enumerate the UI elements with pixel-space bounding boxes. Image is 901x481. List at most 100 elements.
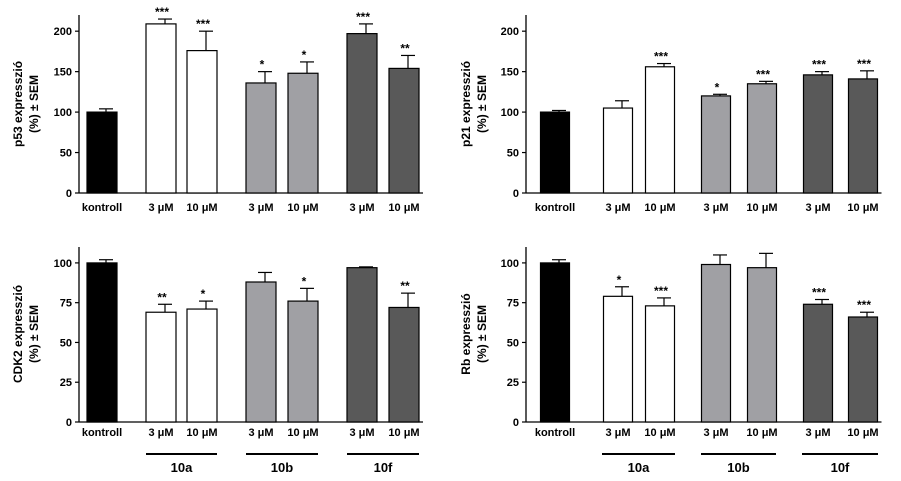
category-label: 10 μM [746,202,777,214]
y-tick-label: 75 [507,298,519,310]
significance-label: *** [155,5,169,19]
significance-label: * [201,287,206,301]
bar-10b [700,95,732,194]
y-axis-label: CDK2 expresszió (%) ± SEM [11,285,41,383]
significance-label: *** [654,50,668,64]
category-label: 10 μM [186,202,217,214]
group-label: 10f [831,460,850,475]
bar-kontroll [539,262,571,423]
y-tick-label: 50 [507,337,519,349]
y-tick-label: 25 [60,377,72,389]
y-axis-label-line-2: (%) ± SEM [475,305,489,363]
category-label: 3 μM [703,427,728,439]
bar-10a [602,107,634,194]
group-label: 10a [171,460,193,475]
y-tick-label: 150 [54,67,72,79]
category-label: 10 μM [287,427,318,439]
category-label: 3 μM [248,202,273,214]
significance-label: * [302,274,307,288]
category-label: 3 μM [248,427,273,439]
bar-10a [145,23,177,194]
group-labels-1: 10a 10b 10f [146,453,419,475]
y-axis-label-line-2: (%) ± SEM [27,75,41,133]
y-axis-label: p53 expresszió (%) ± SEM [11,61,41,147]
bar-10b [746,267,778,423]
y-tick-label: 200 [501,26,519,38]
significance-label: ** [400,41,410,55]
category-label: 10 μM [644,202,675,214]
bar-10f [847,78,879,194]
bar-10f [388,67,420,194]
y-axis-label-line-2: (%) ± SEM [475,75,489,133]
significance-label: * [617,273,622,287]
chart-panel-1: 0 50 100 150 200 p53 expresszió (%) ± SEM kontr… [11,5,423,214]
group-labels-2: 10a 10b 10f [602,453,878,475]
y-axis-label-line-1: p21 expresszió [459,61,473,147]
group-label: 10b [271,460,293,475]
y-tick-label: 75 [60,298,72,310]
bar-10b [287,72,319,194]
significance-label: *** [857,298,871,312]
bar-10b [245,281,277,423]
significance-label: *** [196,17,210,31]
group-label: 10b [727,460,749,475]
bar-10f [388,306,420,423]
category-label: kontroll [82,427,122,439]
bar-kontroll [86,262,118,423]
significance-label: ** [157,290,167,304]
significance-label: *** [857,57,871,71]
significance-label: *** [356,10,370,24]
y-tick-label: 150 [501,67,519,79]
category-label: kontroll [82,202,122,214]
y-tick-label: 100 [54,107,72,119]
group-label: 10a [628,460,650,475]
significance-label: *** [812,58,826,72]
bar-kontroll [86,111,118,194]
category-label: 10 μM [388,427,419,439]
bar-10b [700,263,732,423]
group-label: 10f [374,460,393,475]
bar-10a [644,66,676,194]
y-tick-label: 200 [54,26,72,38]
bar-10b [746,83,778,194]
y-tick-label: 0 [66,417,72,429]
y-tick-label: 100 [501,107,519,119]
bar-10a [186,308,218,423]
y-tick-label: 0 [513,417,519,429]
y-tick-label: 50 [507,148,519,160]
significance-label: ** [400,279,410,293]
category-label: 10 μM [186,427,217,439]
bar-10f [346,33,378,194]
chart-panel-2: 0 50 100 150 200 p21 expresszió (%) ± SEM kontr… [459,15,882,214]
chart-panel-4: 0 25 50 75 100 Rb expresszió (%) ± SEM kontroll… [459,247,882,439]
y-tick-label: 50 [60,148,72,160]
bar-10f [847,316,879,423]
significance-label: *** [756,67,770,81]
category-label: 10 μM [388,202,419,214]
y-tick-label: 25 [507,377,519,389]
significance-label: * [302,48,307,62]
category-label: 10 μM [847,427,878,439]
category-label: 3 μM [349,202,374,214]
y-axis-label-line-2: (%) ± SEM [27,305,41,363]
chart-panel-3: 0 25 50 75 100 CDK2 expresszió (%) ± SEM kontro… [11,247,423,439]
category-label: 10 μM [644,427,675,439]
bar-10a [644,305,676,423]
y-tick-label: 100 [501,258,519,270]
category-label: 3 μM [349,427,374,439]
category-label: 3 μM [703,202,728,214]
y-tick-label: 50 [60,337,72,349]
bar-10a [145,311,177,423]
bar-kontroll [539,111,571,194]
y-axis-label-line-1: p53 expresszió [11,61,25,147]
category-label: 3 μM [805,202,830,214]
y-tick-label: 100 [54,258,72,270]
bar-10b [287,300,319,423]
bar-10b [245,82,277,194]
bar-10a [186,49,218,194]
category-label: 3 μM [605,427,630,439]
significance-label: *** [812,286,826,300]
category-label: 3 μM [148,427,173,439]
bar-10f [802,74,834,194]
